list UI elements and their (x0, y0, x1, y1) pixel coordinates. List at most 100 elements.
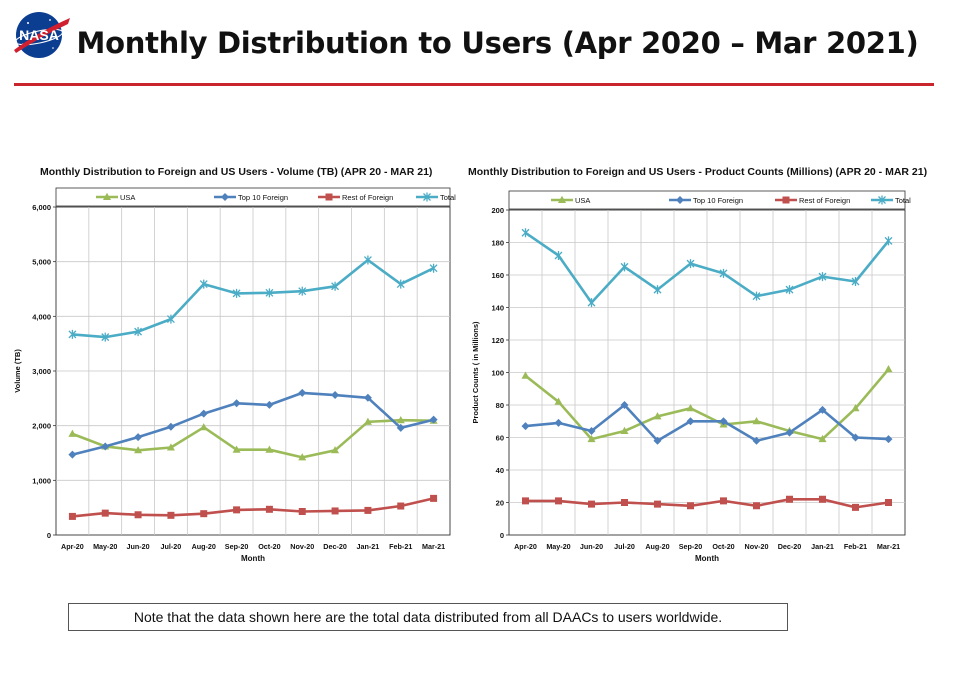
title-divider (14, 83, 934, 86)
product-count-chart-xtick-label: Jul-20 (614, 542, 635, 551)
product-count-chart-point-top-10-foreign (554, 418, 563, 427)
volume-chart-ylabel: Volume (TB) (13, 349, 22, 393)
product-count-chart-xtick-label: Mar-21 (877, 542, 900, 551)
volume-chart-series-line-rest-of-foreign (72, 497, 434, 518)
product-count-chart-point-usa (587, 434, 596, 443)
volume-chart-xtick-label: Aug-20 (192, 542, 216, 551)
volume-chart-point-rest-of-foreign (167, 511, 175, 519)
nasa-logo-vector (14, 18, 70, 53)
product-count-chart-ytick-label: 180 (491, 239, 504, 248)
product-count-chart-point-rest-of-foreign (555, 497, 562, 505)
volume-chart-point-usa (331, 446, 340, 454)
volume-chart-xlabel: Month (241, 554, 265, 563)
volume-chart-point-usa (232, 445, 241, 453)
product-count-chart-point-total (785, 285, 794, 295)
volume-chart-point-total (166, 314, 175, 324)
product-count-chart-xlabel: Month (695, 554, 719, 563)
volume-chart-xtick-label: Nov-20 (290, 542, 314, 551)
volume-chart-point-rest-of-foreign (200, 510, 208, 518)
volume-chart-legend-label-top-10-foreign: Top 10 Foreign (238, 193, 288, 202)
product-count-chart-point-total (818, 272, 827, 282)
page-title: Monthly Distribution to Users (Apr 2020 … (76, 26, 919, 60)
product-count-chart-xtick-label: Oct-20 (712, 542, 734, 551)
volume-chart-point-top-10-foreign (429, 415, 438, 424)
product-count-chart-ytick-label: 0 (500, 531, 504, 540)
product-count-chart-series-line-top-10-foreign (525, 403, 889, 443)
product-count-chart-point-total (851, 277, 860, 286)
volume-chart-point-total (298, 286, 307, 296)
product-count-chart-legend-marker-usa (558, 195, 566, 203)
product-count-chart-xtick-label: Apr-20 (514, 542, 537, 551)
volume-chart-point-total (396, 279, 405, 289)
product-count-chart-xtick-label: May-20 (546, 542, 570, 551)
product-count-chart-ytick-label: 100 (491, 369, 504, 378)
volume-chart-point-top-10-foreign (396, 423, 405, 432)
product-count-chart-point-usa (884, 365, 893, 373)
product-count-chart-point-top-10-foreign (620, 401, 629, 409)
product-count-chart-point-rest-of-foreign (819, 495, 826, 503)
product-count-chart-ytick-label: 20 (496, 499, 504, 508)
volume-chart-point-rest-of-foreign (265, 505, 273, 513)
volume-chart-point-usa (134, 446, 143, 454)
volume-chart-legend-box (55, 187, 451, 207)
product-count-chart-point-rest-of-foreign (852, 503, 859, 511)
volume-chart-xtick-label: Sep-20 (225, 542, 249, 551)
product-count-chart-point-rest-of-foreign (621, 499, 628, 506)
product-count-chart-legend-label-rest-of-foreign: Rest of Foreign (799, 196, 850, 205)
product-count-chart-point-top-10-foreign (785, 428, 794, 437)
product-count-chart-point-rest-of-foreign (753, 502, 760, 510)
volume-chart-point-top-10-foreign (331, 391, 340, 400)
volume-chart-xtick-label: Jun-20 (126, 542, 149, 551)
volume-chart-point-top-10-foreign (298, 388, 307, 397)
product-count-chart-xtick-label: Dec-20 (778, 542, 802, 551)
volume-chart-point-top-10-foreign (68, 450, 77, 459)
volume-chart-point-usa (68, 429, 77, 437)
volume-chart-point-usa (363, 417, 372, 425)
volume-chart-legend-marker-total (423, 192, 431, 202)
volume-chart-legend-label-total: Total (440, 193, 456, 202)
product-count-chart-point-rest-of-foreign (522, 497, 529, 505)
nasa-logo-text: NASA (19, 27, 59, 43)
product-count-chart-xtick-label: Jan-21 (811, 542, 834, 551)
product-count-chart-point-usa (521, 371, 530, 379)
volume-chart-point-total (68, 329, 77, 339)
product-count-chart-point-usa (818, 434, 827, 443)
product-count-chart-series-line-usa (524, 368, 890, 441)
product-count-chart-point-usa (851, 404, 860, 412)
volume-chart-point-top-10-foreign (265, 400, 274, 409)
volume-chart-xtick-label: Mar-21 (422, 542, 445, 551)
volume-chart-point-rest-of-foreign (298, 507, 306, 515)
product-count-chart-point-total (521, 228, 530, 238)
product-count-chart-ytick-label: 140 (491, 304, 504, 313)
product-count-chart-xtick-label: Jun-20 (580, 542, 603, 551)
product-count-chart-ylabel: Product Counts ( in Millions) (471, 321, 480, 424)
product-count-chart-point-top-10-foreign (851, 433, 860, 442)
volume-chart-point-rest-of-foreign (397, 502, 405, 510)
product-count-chart-point-usa (653, 412, 662, 420)
product-count-chart-legend-label-top-10-foreign: Top 10 Foreign (693, 196, 743, 205)
product-count-chart-point-rest-of-foreign (654, 500, 661, 508)
product-count-chart-point-top-10-foreign (587, 427, 596, 435)
product-count-chart-point-total (554, 251, 563, 260)
volume-chart-ytick-label: 1,000 (32, 476, 51, 485)
volume-chart-ytick-label: 0 (47, 531, 51, 540)
product-count-chart-point-top-10-foreign (752, 436, 761, 445)
volume-chart-point-top-10-foreign (134, 433, 143, 442)
product-count-chart-point-rest-of-foreign (885, 499, 892, 506)
volume-chart-point-usa (298, 453, 307, 461)
volume-chart-point-usa (396, 416, 405, 424)
product-count-chart-legend-marker-rest-of-foreign (782, 196, 790, 204)
volume-chart-point-rest-of-foreign (68, 512, 76, 520)
volume-chart-point-total (331, 281, 340, 291)
volume-chart-xtick-label: Feb-21 (389, 542, 412, 551)
volume-chart-legend-marker-top-10-foreign (221, 193, 229, 201)
volume-chart-ytick-label: 5,000 (32, 258, 51, 267)
volume-chart-legend-marker-rest-of-foreign (325, 193, 333, 201)
product-count-chart-ytick-label: 40 (496, 466, 504, 475)
product-count-chart-series-line-rest-of-foreign (525, 497, 889, 509)
volume-chart-xtick-label: May-20 (93, 542, 117, 551)
volume-chart: Monthly Distribution to Foreign and US U… (13, 166, 456, 563)
product-count-chart-xtick-label: Nov-20 (745, 542, 769, 551)
product-count-chart-xtick-label: Feb-21 (844, 542, 867, 551)
volume-chart-ytick-label: 6,000 (32, 203, 51, 212)
